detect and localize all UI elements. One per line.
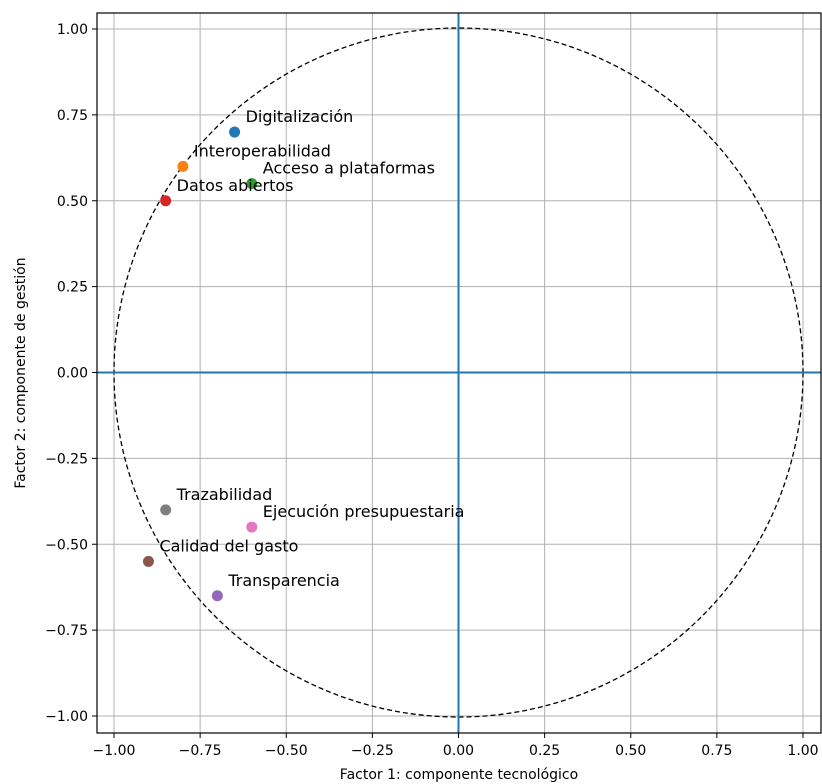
x-tick-label-0: −1.00 <box>93 743 136 759</box>
y-tick-label-2: −0.50 <box>45 537 88 553</box>
y-tick-label-1: −0.75 <box>45 623 88 639</box>
y-tick-label-6: 0.50 <box>57 194 88 210</box>
point-label-5: Calidad del gasto <box>159 536 298 555</box>
y-tick-label-7: 0.75 <box>57 108 88 124</box>
y-axis-title: Factor 2: componente de gestión <box>13 257 29 488</box>
point-5 <box>142 555 154 567</box>
y-tick-label-4: 0.00 <box>57 366 88 382</box>
point-7 <box>160 504 172 516</box>
point-2 <box>246 178 258 190</box>
x-tick-label-7: 0.75 <box>701 743 732 759</box>
point-4 <box>211 590 223 602</box>
y-tick-label-8: 1.00 <box>57 22 88 38</box>
point-6 <box>246 521 258 533</box>
point-label-7: Trazabilidad <box>176 485 273 504</box>
x-tick-label-2: −0.50 <box>265 743 308 759</box>
x-tick-label-3: −0.25 <box>351 743 394 759</box>
x-tick-label-1: −0.75 <box>179 743 222 759</box>
ticks: −1.00 −0.75 −0.50 −0.25 0.00 0.25 0.50 0.75 1.00… <box>45 22 818 759</box>
point-label-0: Digitalización <box>246 107 354 126</box>
point-label-6: Ejecución presupuestaria <box>263 502 465 521</box>
y-tick-label-5: 0.25 <box>57 280 88 296</box>
x-axis-title: Factor 1: componente tecnológico <box>340 767 578 783</box>
point-3 <box>160 195 172 207</box>
x-tick-label-6: 0.50 <box>615 743 646 759</box>
x-tick-label-8: 1.00 <box>787 743 818 759</box>
point-label-3: Datos abiertos <box>177 176 294 195</box>
point-1 <box>177 160 189 172</box>
y-tick-label-0: −1.00 <box>45 709 88 725</box>
point-0 <box>229 126 241 138</box>
point-label-4: Transparencia <box>227 571 340 590</box>
y-tick-label-3: −0.25 <box>45 451 88 467</box>
x-tick-label-5: 0.25 <box>529 743 560 759</box>
point-label-2: Acceso a plataformas <box>263 159 435 178</box>
x-tick-label-4: 0.00 <box>443 743 474 759</box>
point-label-1: Interoperabilidad <box>194 141 331 160</box>
